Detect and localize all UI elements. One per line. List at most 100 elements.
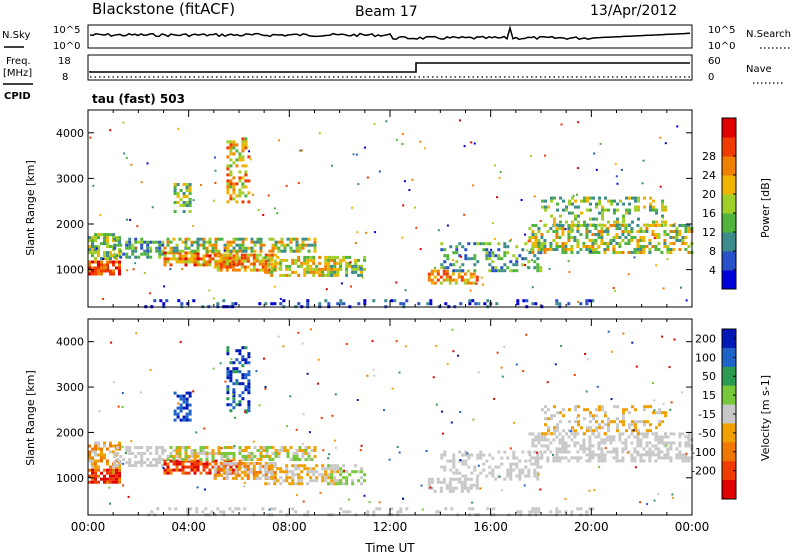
- echo-cell: [564, 245, 568, 248]
- echo-cell: [178, 237, 182, 241]
- echo-cell: [304, 446, 308, 449]
- echo-cell: [112, 477, 115, 481]
- echo-cell: [491, 456, 495, 460]
- echo-cell: [604, 411, 607, 415]
- echo-cell: [213, 265, 217, 269]
- echo-cell: [115, 266, 118, 270]
- echo-cell: [252, 464, 256, 468]
- echo-cell: [597, 453, 601, 457]
- echo-cell: [472, 483, 476, 487]
- echo-cell: [622, 423, 625, 427]
- echo-cell: [294, 482, 298, 486]
- echo-cell: [348, 261, 352, 265]
- echo-cell: [360, 264, 364, 268]
- colorbar-tick-label: 8: [709, 245, 716, 258]
- echo-cell: [651, 432, 655, 436]
- echo-cell: [618, 435, 622, 439]
- echo-cell: [277, 449, 281, 452]
- echo-cell: [570, 432, 574, 436]
- echo-cell: [267, 268, 271, 272]
- echo-cell: [594, 248, 598, 251]
- colorbar-tick-label: -200: [691, 465, 716, 478]
- echo-cell: [446, 266, 450, 270]
- echo-cell: [652, 411, 655, 415]
- echo-cell: [238, 361, 242, 365]
- echo-cell: [663, 444, 667, 448]
- echo-cell: [441, 410, 443, 413]
- echo-cell: [436, 477, 440, 481]
- echo-cell: [444, 302, 448, 306]
- echo-cell: [363, 494, 366, 497]
- echo-cell: [322, 449, 325, 452]
- echo-cell: [643, 205, 646, 209]
- echo-cell: [616, 202, 619, 206]
- echo-cell: [223, 455, 227, 458]
- echo-cell: [214, 251, 218, 255]
- freq-panel-frame: [87, 54, 693, 81]
- echo-cell: [128, 446, 132, 449]
- echo-cell: [625, 211, 628, 215]
- echo-cell: [425, 450, 428, 452]
- echo-cell: [503, 245, 507, 249]
- echo-cell: [354, 258, 358, 262]
- echo-cell: [621, 447, 625, 451]
- echo-cell: [244, 388, 248, 392]
- echo-cell: [435, 510, 439, 514]
- echo-cell: [324, 261, 328, 265]
- echo-cell: [568, 271, 571, 273]
- echo-cell: [115, 474, 118, 478]
- echo-cell: [639, 501, 642, 504]
- echo-cell: [303, 261, 307, 265]
- noise-sky-line: [89, 25, 691, 41]
- echo-cell: [485, 251, 489, 255]
- echo-cell: [549, 227, 553, 230]
- echo-cell: [452, 263, 456, 267]
- echo-cell: [616, 423, 619, 427]
- echo-cell: [548, 267, 551, 270]
- echo-cell: [184, 446, 188, 449]
- colorbar-tick-label: 16: [702, 207, 716, 220]
- echo-cell: [173, 186, 177, 189]
- echo-cell: [571, 202, 574, 206]
- echo-cell: [579, 248, 583, 251]
- echo-cell: [309, 264, 313, 268]
- echo-cell: [336, 267, 340, 271]
- echo-cell: [371, 340, 374, 343]
- echo-cell: [550, 432, 553, 436]
- echo-cell: [234, 302, 238, 306]
- colorbar-tick-label: 12: [702, 226, 716, 239]
- echo-cell: [655, 426, 658, 430]
- echo-cell: [626, 451, 629, 454]
- echo-cell: [136, 225, 139, 228]
- echo-cell: [539, 465, 543, 469]
- echo-cell: [288, 273, 292, 277]
- echo-cell: [351, 479, 355, 483]
- echo-cell: [178, 257, 182, 261]
- echo-cell: [536, 269, 540, 273]
- echo-cell: [577, 121, 580, 124]
- echo-cell: [631, 420, 634, 424]
- echo-cell: [202, 254, 206, 258]
- echo-cell: [185, 406, 189, 410]
- echo-cell: [600, 456, 604, 460]
- echo-cell: [235, 182, 239, 186]
- echo-cell: [268, 446, 272, 449]
- echo-cell: [244, 170, 248, 174]
- freq-label-line2: [MHz]: [3, 68, 32, 79]
- echo-cell: [306, 258, 310, 262]
- echo-cell: [546, 381, 549, 384]
- echo-cell: [169, 247, 172, 250]
- echo-cell: [663, 453, 667, 457]
- echo-cell: [307, 455, 311, 458]
- echo-cell: [211, 449, 215, 452]
- echo-cell: [503, 254, 507, 258]
- echo-cell: [193, 240, 197, 244]
- echo-cell: [630, 456, 634, 460]
- echo-cell: [576, 193, 578, 196]
- echo-cell: [330, 476, 334, 480]
- echo-cell: [594, 233, 598, 236]
- echo-cell: [118, 444, 121, 448]
- echo-cell: [243, 473, 247, 477]
- echo-cell: [643, 196, 646, 200]
- echo-cell: [531, 233, 535, 236]
